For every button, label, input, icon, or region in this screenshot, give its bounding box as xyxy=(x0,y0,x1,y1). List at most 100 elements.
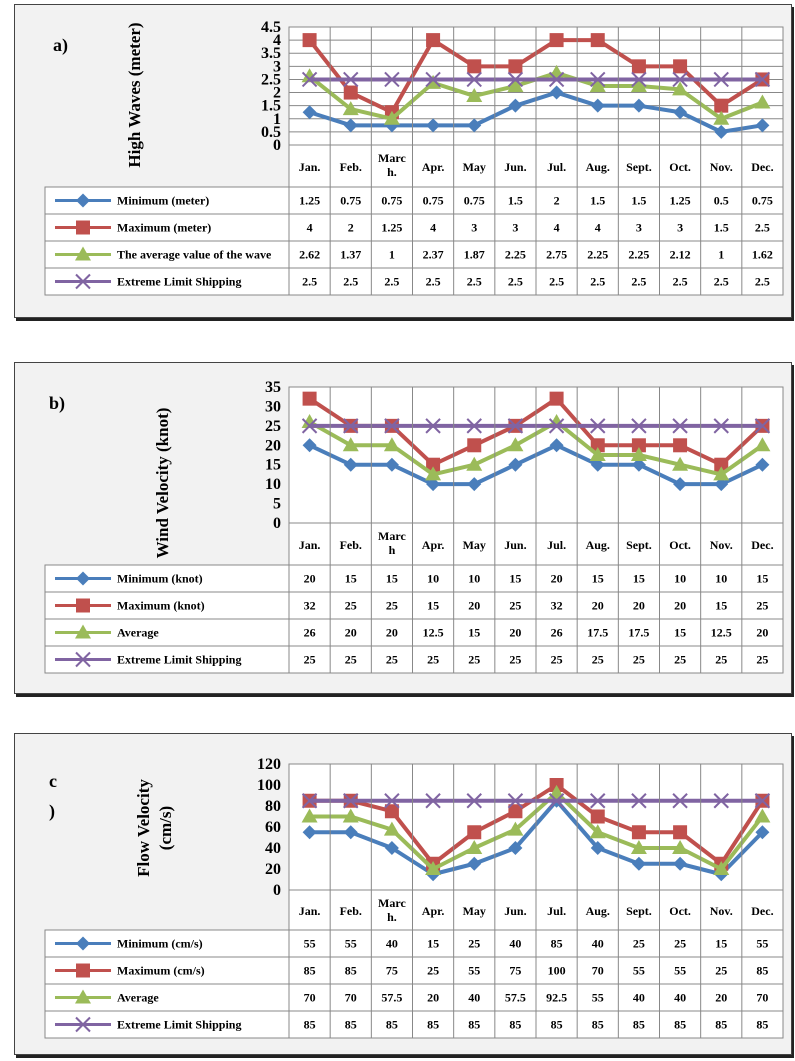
series-point xyxy=(590,841,605,855)
table-cell: 85 xyxy=(633,1018,645,1032)
table-cell: 2.5 xyxy=(384,275,399,289)
table-cell: 1 xyxy=(718,248,724,262)
series-point xyxy=(466,87,483,102)
series-point xyxy=(713,110,730,125)
table-cell: 20 xyxy=(386,626,398,640)
table-cell: 25 xyxy=(304,653,316,667)
y-tick-label: 4 xyxy=(273,32,281,49)
table-cell: 15 xyxy=(427,937,439,951)
series-point xyxy=(302,105,317,120)
table-cell: 1 xyxy=(389,248,395,262)
series-point xyxy=(590,33,605,48)
series-point xyxy=(630,840,647,854)
y-tick-label: 20 xyxy=(265,861,281,878)
series-point xyxy=(590,71,606,88)
y-tick-label: 40 xyxy=(265,840,281,857)
table-cell: 3 xyxy=(677,221,683,235)
series-point xyxy=(426,477,441,492)
legend-marker xyxy=(76,598,90,613)
x-tick-label: Jul. xyxy=(547,538,566,552)
series-point xyxy=(384,793,400,809)
table-cell: 25 xyxy=(345,653,357,667)
series-point xyxy=(590,457,605,472)
table-cell: 3 xyxy=(512,221,518,235)
y-tick-label: 1 xyxy=(273,111,281,128)
legend-label: Extreme Limit Shipping xyxy=(117,1018,241,1032)
legend-marker xyxy=(75,624,91,639)
series-point xyxy=(754,793,771,809)
table-cell: 0.75 xyxy=(464,194,485,208)
series-point xyxy=(590,438,605,453)
series-point xyxy=(508,841,523,855)
table-cell: 2.25 xyxy=(628,248,649,262)
series-point xyxy=(754,71,771,88)
table-cell: 15 xyxy=(715,937,727,951)
x-tick-label: Jan. xyxy=(299,904,321,918)
x-tick-label: Jun. xyxy=(504,538,526,552)
table-cell: 25 xyxy=(756,599,768,613)
table-cell: 12.5 xyxy=(423,626,444,640)
table-cell: 1.37 xyxy=(340,248,361,262)
x-tick-label: Aug. xyxy=(586,538,610,552)
chart-panel-b: b) Wind Velocity (knot) 0 5 10 15 20 25 30 35 Ja… xyxy=(14,362,792,694)
series-point xyxy=(342,808,359,823)
series-point xyxy=(713,861,730,875)
series-point xyxy=(507,78,524,92)
table-cell: 20 xyxy=(633,599,645,613)
table-cell: 2.5 xyxy=(549,275,564,289)
y-tick-label: 3.5 xyxy=(261,45,281,62)
series-point xyxy=(672,456,689,471)
chart-panel-c: c ) Flow Velocity (cm/s) 0 20 40 60 80 100 120… xyxy=(14,733,792,1055)
y-tick-label: 15 xyxy=(265,457,281,474)
series-point xyxy=(425,71,441,88)
series-point xyxy=(426,457,441,472)
table-cell: 4 xyxy=(554,221,560,235)
y-tick-label: 120 xyxy=(257,756,281,773)
series-point xyxy=(466,793,482,809)
table-cell: 85 xyxy=(509,1018,521,1032)
table-cell: 85 xyxy=(468,1018,480,1032)
table-cell: 2.62 xyxy=(299,248,320,262)
series-point xyxy=(590,418,606,434)
table-cell: 20 xyxy=(468,599,480,613)
table-cell: 25 xyxy=(674,653,686,667)
series-point xyxy=(672,71,688,88)
legend-marker xyxy=(76,936,90,951)
x-tick-label: Aug. xyxy=(586,904,610,918)
table-cell: 10 xyxy=(674,572,686,586)
table-cell: 20 xyxy=(509,626,521,640)
x-tick-label: Oct. xyxy=(669,904,691,918)
x-tick-label: May xyxy=(463,904,486,918)
table-cell: 55 xyxy=(345,937,357,951)
series-point xyxy=(630,447,647,461)
y-tick-label: 35 xyxy=(265,379,281,396)
series-point xyxy=(631,793,647,809)
legend-label: Extreme Limit Shipping xyxy=(117,653,241,667)
table-cell: 25 xyxy=(633,937,645,951)
table-cell: 55 xyxy=(592,991,604,1005)
series-point xyxy=(548,793,565,809)
series-point xyxy=(466,71,482,88)
legend-label: Maximum (knot) xyxy=(117,599,205,613)
table-cell: 4 xyxy=(595,221,601,235)
series-point xyxy=(507,821,524,836)
series-point xyxy=(467,477,482,492)
x-tick-label: Apr. xyxy=(422,538,445,552)
table-cell: 20 xyxy=(592,599,604,613)
y-tick-label: 0 xyxy=(273,515,281,532)
table-cell: 100 xyxy=(548,964,566,978)
table-cell: 15 xyxy=(756,572,768,586)
series-point xyxy=(754,437,771,452)
x-tick-label: Dec. xyxy=(751,904,773,918)
x-tick-label: Feb. xyxy=(340,160,362,174)
table-cell: 1.5 xyxy=(631,194,646,208)
x-tick-label: Aug. xyxy=(586,160,610,174)
series-point xyxy=(466,840,483,854)
table-cell: 0.5 xyxy=(714,194,729,208)
table-cell: 25 xyxy=(468,653,480,667)
y-tick-label: 2 xyxy=(273,85,281,102)
table-cell: 10 xyxy=(468,572,480,586)
series-point xyxy=(467,825,482,840)
table-cell: 85 xyxy=(551,1018,563,1032)
table-cell: 2.12 xyxy=(670,248,691,262)
